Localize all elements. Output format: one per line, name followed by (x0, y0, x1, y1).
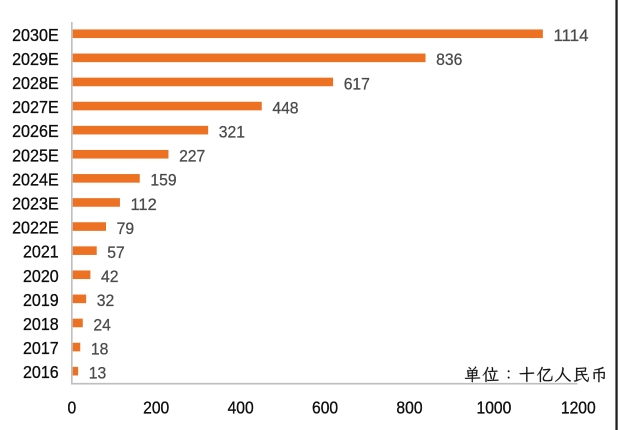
svg-text:2024E: 2024E (12, 169, 59, 189)
svg-text:2018: 2018 (23, 314, 59, 334)
svg-text:227: 227 (179, 147, 205, 166)
svg-text:112: 112 (131, 195, 157, 214)
svg-text:1114: 1114 (553, 26, 588, 45)
svg-text:2027E: 2027E (12, 97, 59, 117)
svg-text:0: 0 (67, 397, 76, 417)
svg-text:159: 159 (150, 171, 176, 190)
svg-text:2016: 2016 (23, 362, 59, 382)
svg-text:2030E: 2030E (12, 25, 59, 45)
svg-text:79: 79 (117, 219, 135, 238)
svg-text:2029E: 2029E (12, 49, 59, 69)
svg-text:2017: 2017 (23, 338, 59, 358)
svg-text:200: 200 (143, 397, 169, 417)
svg-text:2022E: 2022E (12, 218, 59, 238)
svg-text:57: 57 (107, 243, 125, 262)
svg-text:42: 42 (101, 267, 119, 286)
svg-text:2023E: 2023E (12, 193, 59, 213)
svg-text:1000: 1000 (477, 397, 512, 417)
svg-text:2021: 2021 (23, 242, 59, 262)
svg-text:2028E: 2028E (12, 73, 59, 93)
svg-text:448: 448 (272, 98, 298, 117)
svg-text:24: 24 (93, 315, 111, 334)
svg-text:400: 400 (228, 397, 254, 417)
svg-text:2020: 2020 (23, 266, 59, 286)
svg-text:617: 617 (344, 74, 370, 93)
svg-text:18: 18 (91, 339, 109, 358)
svg-text:13: 13 (89, 363, 107, 382)
svg-text:2025E: 2025E (12, 145, 59, 165)
svg-text:800: 800 (396, 397, 422, 417)
svg-text:32: 32 (97, 291, 115, 310)
svg-text:600: 600 (312, 397, 338, 417)
svg-text:2026E: 2026E (12, 121, 59, 141)
svg-text:836: 836 (436, 50, 462, 69)
svg-text:321: 321 (219, 122, 245, 141)
svg-text:1200: 1200 (561, 397, 596, 417)
svg-text:2019: 2019 (23, 290, 59, 310)
